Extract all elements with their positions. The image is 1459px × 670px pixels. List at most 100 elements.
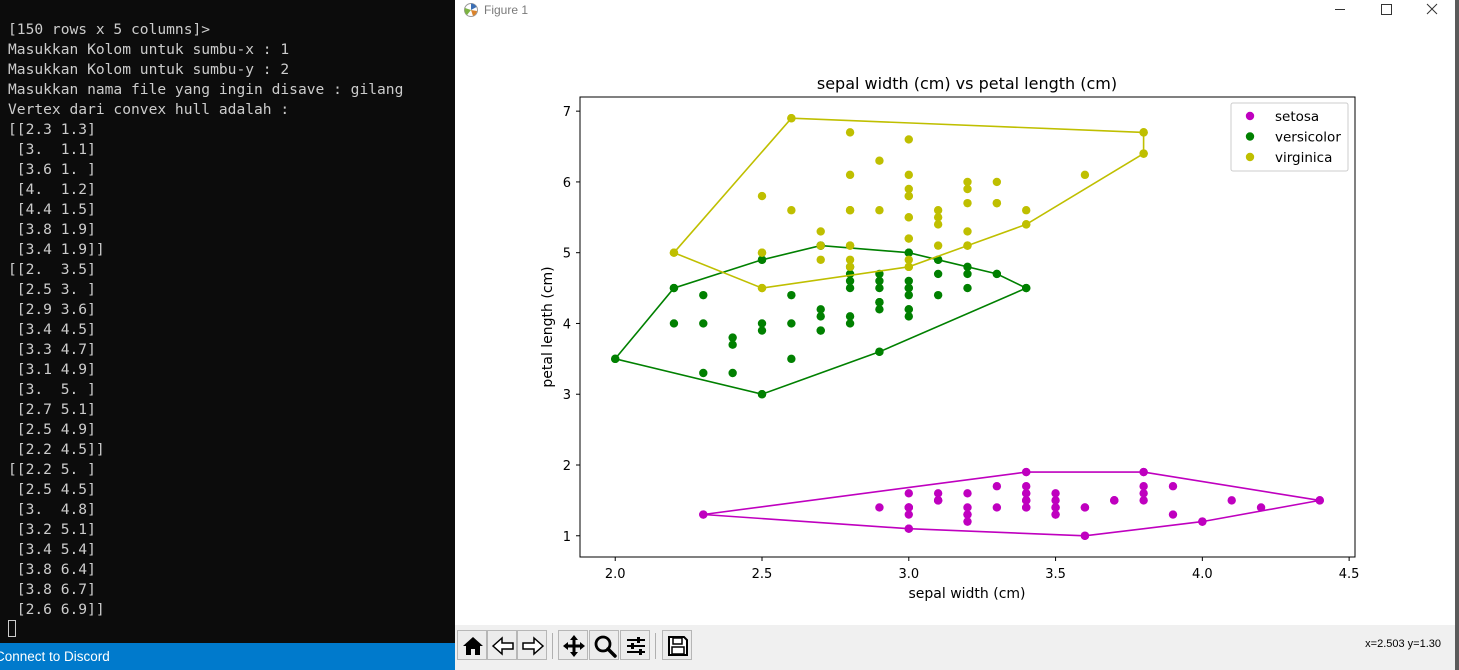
save-button[interactable] [662, 630, 692, 660]
hull-vertex-setosa [1198, 517, 1207, 526]
legend-label-setosa: setosa [1275, 109, 1319, 125]
data-point-setosa [904, 489, 913, 498]
terminal-window[interactable]: [150 rows x 5 columns]> Masukkan Kolom un… [0, 0, 455, 643]
data-point-setosa [1022, 503, 1031, 512]
data-point-versicolor [728, 368, 737, 378]
forward-icon [522, 636, 545, 656]
terminal-line: [150 rows x 5 columns]> [8, 21, 211, 38]
data-point-versicolor [845, 312, 855, 321]
hull-vertex-setosa [1315, 496, 1324, 505]
hull-vertex-versicolor [669, 283, 679, 293]
data-point-setosa [1051, 510, 1060, 519]
data-point-virginica [904, 234, 913, 243]
zoom-button[interactable] [589, 630, 619, 660]
y-tick-label: 5 [563, 247, 571, 262]
legend-marker-virginica [1245, 152, 1255, 162]
configure-subplots-button[interactable] [620, 630, 650, 660]
title-bar[interactable]: Figure 1 [455, 0, 1455, 20]
terminal-line: [4. 1.2] [8, 181, 96, 198]
data-point-versicolor [904, 290, 913, 300]
close-button[interactable] [1409, 0, 1455, 20]
text-cursor [8, 620, 16, 637]
data-point-setosa [1168, 510, 1178, 519]
data-point-setosa [1051, 496, 1060, 505]
legend-label-versicolor: versicolor [1275, 130, 1341, 146]
data-point-setosa [875, 503, 884, 512]
scatter-plot[interactable]: sepal width (cm) vs petal length (cm) 2.… [455, 20, 1455, 625]
data-point-virginica [904, 135, 913, 144]
x-tick-label: 2.5 [752, 567, 773, 582]
data-point-versicolor [904, 312, 913, 321]
status-text: Connect to Discord [0, 649, 110, 664]
data-point-virginica [845, 128, 855, 137]
pan-button[interactable] [558, 630, 588, 660]
data-point-setosa [1022, 489, 1031, 498]
data-point-setosa [1051, 489, 1060, 498]
data-point-versicolor [904, 276, 913, 286]
data-point-setosa [904, 503, 913, 512]
terminal-line: [[2.2 5. ] [8, 461, 96, 478]
hull-vertex-virginica [904, 262, 913, 272]
home-button[interactable] [457, 630, 487, 660]
data-point-versicolor [963, 269, 972, 279]
data-point-virginica [845, 206, 855, 215]
terminal-line: Vertex dari convex hull adalah : [8, 101, 290, 118]
minimize-button[interactable] [1317, 0, 1363, 20]
terminal-line: [3.3 4.7] [8, 341, 96, 358]
data-point-setosa [963, 489, 972, 498]
data-point-virginica [963, 184, 972, 194]
data-point-setosa [1139, 482, 1148, 491]
x-tick-label: 4.5 [1339, 567, 1360, 582]
x-axis-label: sepal width (cm) [908, 586, 1025, 602]
hull-vertex-setosa [904, 524, 913, 533]
data-point-setosa [963, 503, 972, 512]
terminal-line: [2.9 3.6] [8, 301, 96, 318]
status-bar[interactable]: Connect to Discord [0, 643, 455, 670]
axes-frame [579, 96, 1356, 558]
data-point-setosa [933, 496, 943, 505]
zoom-icon [594, 635, 617, 658]
hull-vertex-virginica [787, 114, 796, 123]
maximize-button[interactable] [1363, 0, 1409, 20]
series-setosa [699, 467, 1324, 540]
data-point-virginica [904, 255, 913, 264]
data-point-virginica [816, 241, 825, 250]
data-point-virginica [845, 241, 855, 250]
data-point-versicolor [904, 283, 913, 293]
series-virginica [669, 114, 1148, 293]
data-point-versicolor [669, 319, 679, 328]
terminal-line: [3.4 1.9]] [8, 241, 105, 258]
data-point-versicolor [875, 305, 884, 314]
terminal-line: [[2. 3.5] [8, 261, 96, 278]
data-point-virginica [816, 227, 825, 236]
hull-vertex-virginica [757, 283, 767, 293]
data-point-setosa [1022, 496, 1031, 505]
data-point-virginica [904, 213, 913, 222]
convex-hull-setosa [703, 471, 1320, 537]
forward-button[interactable] [517, 630, 547, 660]
y-tick-label: 2 [563, 459, 571, 474]
terminal-line: [3.8 6.4] [8, 561, 96, 578]
hull-vertex-setosa [1139, 467, 1148, 477]
legend-marker-versicolor [1245, 132, 1255, 141]
series-versicolor [611, 241, 1031, 399]
data-point-setosa [1139, 496, 1148, 505]
terminal-line: [3.8 6.7] [8, 581, 96, 598]
terminal-line: Masukkan nama file yang ingin disave : g… [8, 81, 404, 98]
y-tick-label: 1 [563, 530, 571, 545]
data-point-versicolor [728, 333, 737, 342]
data-point-virginica [845, 262, 855, 272]
data-point-virginica [845, 170, 855, 180]
data-point-versicolor [816, 312, 825, 321]
axis-ticks: 2.0 2.5 3.0 3.5 4.0 4.5 1 2 3 4 5 6 7 [563, 105, 1360, 582]
terminal-line: [3.2 5.1] [8, 521, 96, 538]
data-point-virginica [992, 177, 1002, 187]
terminal-line: [2.5 3. ] [8, 281, 96, 298]
window-title: Figure 1 [484, 3, 529, 17]
back-button[interactable] [487, 630, 517, 660]
data-point-setosa [1227, 496, 1236, 505]
terminal-line: [2.6 6.9]] [8, 601, 105, 618]
configure-subplots-icon [627, 637, 645, 655]
data-point-versicolor [699, 319, 708, 328]
hull-vertex-versicolor [904, 248, 913, 257]
